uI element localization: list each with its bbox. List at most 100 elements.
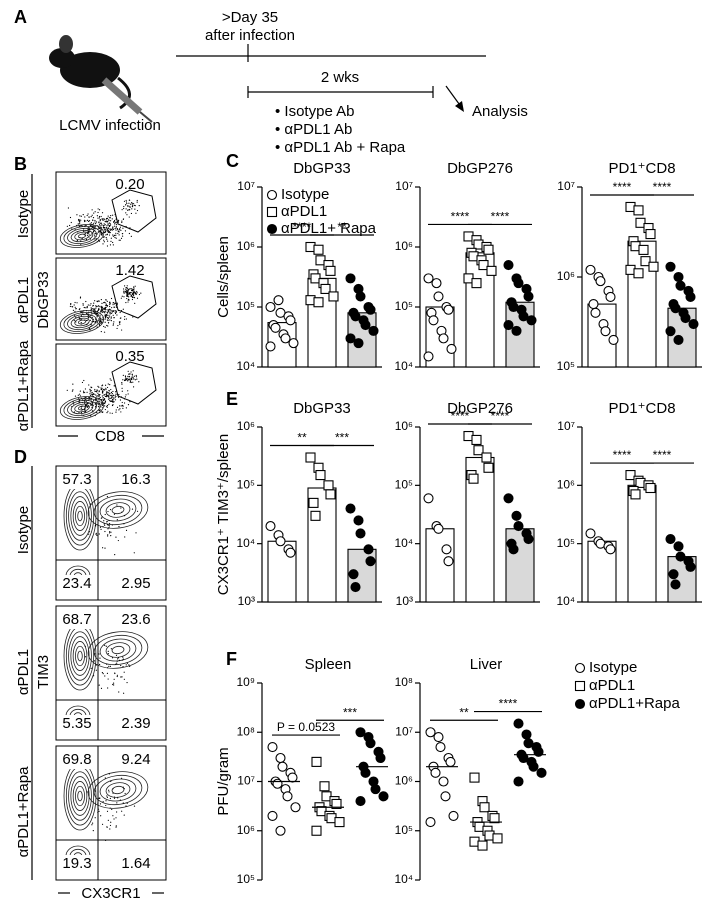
- event-dot: [136, 292, 138, 294]
- contour: [70, 229, 94, 243]
- event-dot: [116, 302, 119, 304]
- dot: [360, 767, 371, 778]
- event-dot: [98, 215, 101, 218]
- event-dot: [79, 296, 82, 298]
- event-dot: [94, 226, 96, 228]
- event-dot: [102, 398, 104, 400]
- y-tick-label: 10⁵: [395, 478, 413, 492]
- event-dot: [121, 383, 123, 385]
- event-dot: [127, 380, 129, 382]
- dot: [423, 351, 434, 362]
- event-dot: [127, 298, 130, 300]
- contour: [72, 501, 88, 531]
- dot: [445, 756, 456, 767]
- event-dot: [112, 241, 114, 244]
- dot: [600, 326, 611, 337]
- event-dot: [111, 393, 113, 395]
- event-dot: [134, 379, 136, 381]
- label-bg: [58, 751, 96, 769]
- quadrant-value: 2.39: [121, 715, 150, 732]
- event-dot: [119, 239, 121, 241]
- event-dot: [125, 529, 128, 532]
- event-dot: [121, 382, 123, 384]
- dot: [425, 727, 436, 738]
- event-dot: [70, 221, 72, 224]
- event-dot: [105, 393, 107, 395]
- event-dot: [113, 225, 116, 227]
- significance-label: ****: [653, 180, 672, 194]
- significance-label: ****: [653, 448, 672, 462]
- event-dot: [86, 319, 88, 321]
- event-dot: [106, 405, 108, 407]
- dot: [280, 333, 291, 344]
- y-tick-label: 10⁷: [395, 724, 413, 738]
- contour: [75, 505, 85, 527]
- event-dot: [66, 389, 68, 391]
- end-label: Analysis: [472, 103, 528, 120]
- event-dot: [106, 391, 108, 393]
- y-tick-label: 10⁸: [395, 675, 413, 689]
- event-dot: [115, 654, 118, 656]
- event-dot: [123, 379, 126, 382]
- dot: [533, 746, 544, 757]
- flow-plot: [55, 465, 167, 601]
- event-dot: [101, 387, 103, 389]
- event-dot: [111, 400, 114, 402]
- event-dot: [79, 390, 81, 392]
- event-dot: [116, 314, 118, 316]
- event-dot: [87, 317, 89, 319]
- event-dot: [115, 393, 117, 395]
- event-dot: [123, 678, 125, 680]
- dot: [363, 544, 374, 555]
- event-dot: [135, 376, 138, 378]
- event-dot: [106, 238, 108, 240]
- event-dot: [114, 222, 116, 224]
- event-dot: [79, 221, 81, 223]
- dot: [630, 489, 641, 500]
- event-dot: [112, 682, 115, 684]
- y-axis-label: CX3CR1⁺ TIM3⁺/spleen: [215, 434, 232, 595]
- timepoint-sub: after infection: [205, 27, 295, 44]
- event-dot: [112, 815, 114, 817]
- event-dot: [117, 396, 120, 398]
- event-dot: [97, 300, 99, 302]
- event-dot: [122, 802, 124, 804]
- gate: [111, 189, 157, 233]
- event-dot: [75, 316, 77, 318]
- event-dot: [96, 215, 98, 217]
- event-dot: [114, 310, 116, 312]
- event-dot: [98, 386, 100, 388]
- dot: [523, 533, 534, 545]
- event-dot: [127, 370, 129, 372]
- event-dot: [116, 227, 118, 230]
- event-dot: [125, 664, 127, 666]
- event-dot: [86, 406, 88, 408]
- flow-panel-d: Isotype αPDL1 αPDL1+Rapa TIM3 CX3CR1: [15, 466, 164, 902]
- gate-value: 0.35: [115, 348, 144, 365]
- event-dot: [104, 224, 106, 226]
- event-dot: [99, 394, 101, 396]
- event-dot: [120, 317, 122, 319]
- event-dot: [107, 535, 109, 537]
- event-dot: [121, 295, 123, 297]
- event-dot: [126, 297, 128, 300]
- event-dot: [95, 669, 97, 671]
- event-dot: [97, 208, 99, 210]
- event-dot: [121, 511, 123, 513]
- event-dot: [108, 398, 110, 400]
- event-dot: [94, 388, 96, 391]
- event-dot: [106, 225, 108, 227]
- event-dot: [118, 393, 120, 396]
- event-dot: [126, 295, 128, 297]
- event-dot: [97, 406, 100, 408]
- event-dot: [89, 391, 91, 393]
- event-dot: [114, 554, 116, 556]
- event-dot: [132, 381, 134, 383]
- event-dot: [90, 216, 92, 218]
- event-dot: [125, 208, 127, 210]
- dot: [477, 840, 488, 851]
- legend-marker: [266, 189, 278, 201]
- y-tick-label: 10⁵: [237, 478, 255, 492]
- event-dot: [115, 825, 117, 827]
- event-dot: [86, 791, 88, 793]
